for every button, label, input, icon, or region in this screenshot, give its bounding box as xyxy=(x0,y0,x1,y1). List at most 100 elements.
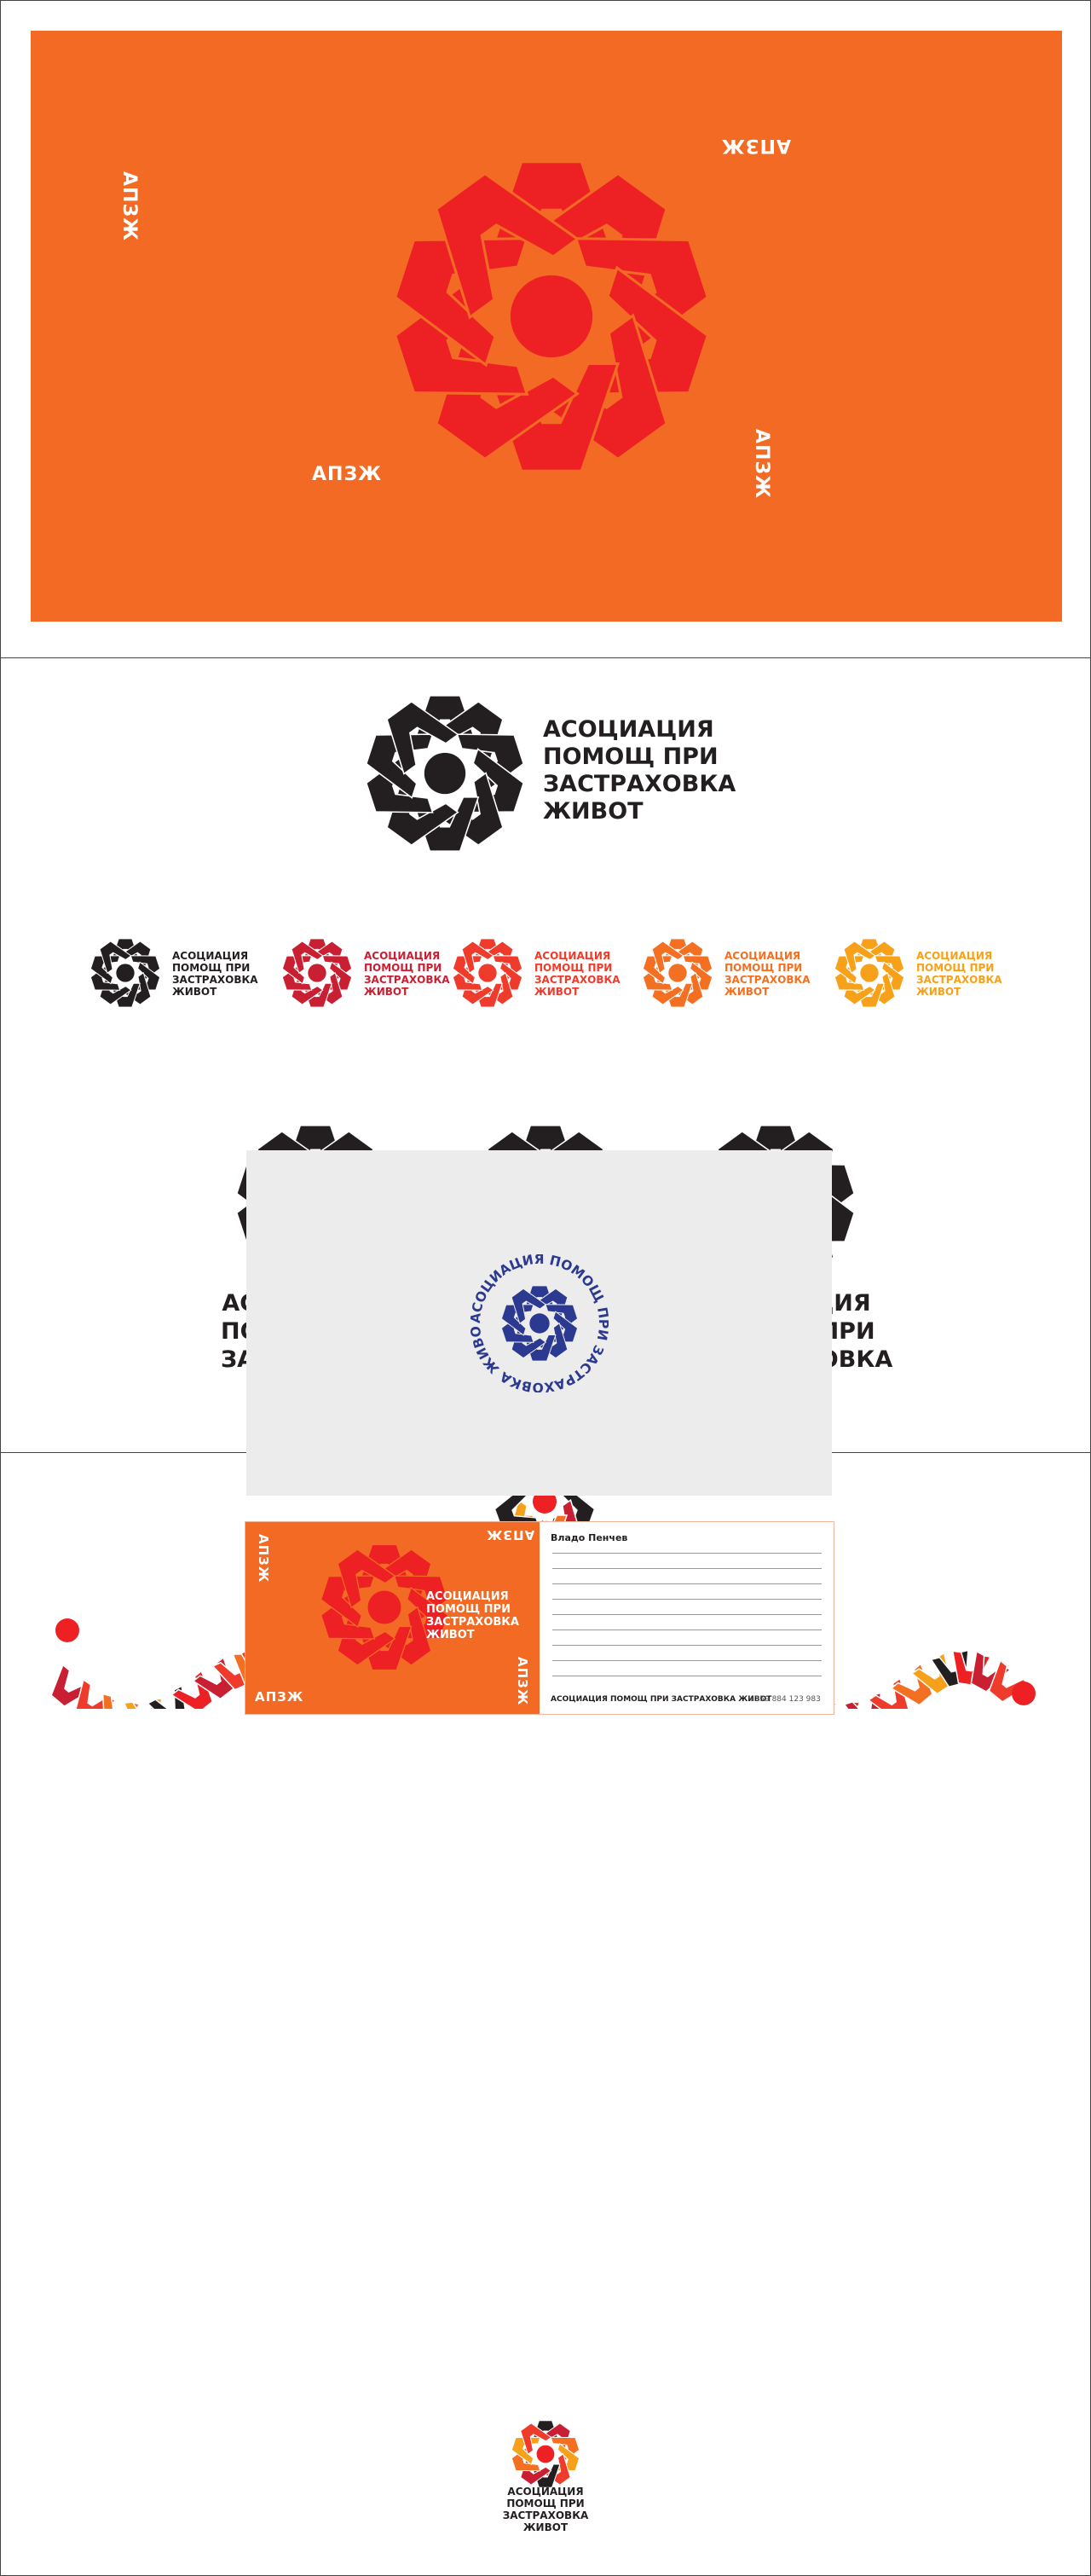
wordmark-line: ПОМОЩ ПРИ xyxy=(534,962,613,974)
wordmark-line: ЗАСТРАХОВКА xyxy=(534,974,621,986)
emblem-group xyxy=(90,938,160,1008)
wordmark-bottom: АСОЦИАЦИЯ ПОМОЩ ПРИ ЗАСТРАХОВКА ЖИВОТ xyxy=(477,2486,614,2533)
banner-label-bottom-left: АПЗЖ xyxy=(312,464,382,485)
emblem-ring xyxy=(534,2442,557,2466)
gear-a-emblem-icon xyxy=(501,1285,578,1362)
emblem-center-dot xyxy=(510,275,593,358)
emblem-group xyxy=(282,938,352,1008)
postcard-label-bottom-left: АПЗЖ xyxy=(255,1689,304,1705)
wordmark-line: ЖИВОТ xyxy=(426,1629,475,1641)
gear-a-emblem-icon xyxy=(643,938,713,1008)
emblem-letter-a xyxy=(282,955,313,985)
emblem-letter-a xyxy=(501,1304,534,1336)
footer-org: АСОЦИАЦИЯ ПОМОЩ ПРИ ЗАСТРАХОВКА ЖИВОТ xyxy=(551,1695,772,1704)
wordmark-line: АСОЦИАЦИЯ xyxy=(534,950,611,962)
emblem-letter-a xyxy=(651,941,684,975)
emblem-ring xyxy=(304,960,330,986)
emblem-letter-a xyxy=(520,2423,552,2456)
emblem-letter-a xyxy=(456,748,524,813)
postcard-label-top-right: АПЗЖ xyxy=(486,1527,535,1543)
address-line xyxy=(552,1645,822,1646)
emblem-letter-a xyxy=(511,2436,541,2466)
circular-seal-icon: АСОЦИАЦИЯ ПОМОЩ ПРИ ЗАСТРАХОВКА ЖИВОТ xyxy=(470,1254,609,1392)
wordmark-line: АСОЦИАЦИЯ xyxy=(364,950,441,962)
emblem-letter-a xyxy=(337,1548,396,1609)
wordmark-line: ЖИВОТ xyxy=(534,986,580,998)
wordmark-line: ЖИВОТ xyxy=(916,986,961,998)
emblem-group xyxy=(511,2420,580,2488)
emblem-group xyxy=(394,160,709,472)
emblem-group xyxy=(643,938,713,1008)
wordmark-line: ЗАСТРАХОВКА xyxy=(364,974,450,986)
postcard-front: АПЗЖ АПЗЖ АПЗЖ АПЗЖ АСОЦИАЦИЯ ПОМОЩ ПРИ … xyxy=(245,1522,540,1714)
emblem-letter-a xyxy=(99,941,132,975)
wordmark-line: АСОЦИАЦИЯ xyxy=(172,950,249,962)
postcard-label-top-left: АПЗЖ xyxy=(256,1534,271,1583)
emblem-letter-a xyxy=(366,748,434,813)
emblem-group xyxy=(453,938,522,1008)
postcard-wordmark: АСОЦИАЦИЯ ПОМОЩ ПРИ ЗАСТРАХОВКА ЖИВОТ xyxy=(426,1590,519,1641)
emblem-letter-a xyxy=(320,1575,376,1629)
wordmark-color-variant: АСОЦИАЦИЯ ПОМОЩ ПРИ ЗАСТРАХОВКА ЖИВОТ xyxy=(916,950,1002,998)
emblem-center-dot xyxy=(860,964,879,982)
wordmark-line: ЖИВОТ xyxy=(543,798,644,825)
wordmark-line: ПОМОЩ ПРИ xyxy=(916,962,995,974)
wordmark-line: ПОМОЩ ПРИ xyxy=(364,962,442,974)
postcard: АПЗЖ АПЗЖ АПЗЖ АПЗЖ АСОЦИАЦИЯ ПОМОЩ ПРИ … xyxy=(245,1521,834,1715)
wordmark-line: АСОЦИАЦИЯ xyxy=(507,2486,584,2498)
banner-panel: АПЗЖ АПЗЖ АПЗЖ АПЗЖ xyxy=(0,0,1091,658)
envelope: АСОЦИАЦИЯ ПОМОЩ ПРИ ЗАСТРАХОВКА ЖИВОТ xyxy=(246,1150,832,1496)
postcard-label-bottom-right: АПЗЖ xyxy=(515,1657,530,1706)
wordmark-line: ПОМОЩ ПРИ xyxy=(426,1603,511,1616)
emblem-letter-a xyxy=(394,237,529,368)
wordmark-line: ЗАСТРАХОВКА xyxy=(543,771,736,797)
emblem-group xyxy=(320,1543,448,1671)
wordmark-line: ПОМОЩ ПРИ xyxy=(506,2498,585,2509)
wordmark-color-variant: АСОЦИАЦИЯ ПОМОЩ ПРИ ЗАСТРАХОВКА ЖИВОТ xyxy=(172,950,258,998)
emblem-center-dot xyxy=(116,964,135,982)
gear-a-emblem-icon xyxy=(453,938,522,1008)
emblem-letter-a xyxy=(393,1586,448,1640)
emblem-letter-a xyxy=(366,733,434,799)
pattern-letter-a xyxy=(52,1664,94,1707)
orange-banner: АПЗЖ АПЗЖ АПЗЖ АПЗЖ xyxy=(31,31,1062,622)
emblem-letter-a xyxy=(461,941,494,975)
banner-label-bottom-right: АПЗЖ xyxy=(751,429,772,499)
banner-label-top-left: АПЗЖ xyxy=(118,171,140,241)
footer-phone: +359 884 123 983 xyxy=(748,1695,821,1704)
emblem-letter-a xyxy=(320,1586,376,1640)
address-line xyxy=(552,1553,822,1554)
red-dot-icon xyxy=(1012,1682,1036,1705)
wordmark-color-variant: АСОЦИАЦИЯ ПОМОЩ ПРИ ЗАСТРАХОВКА ЖИВОТ xyxy=(534,950,621,998)
emblem-letter-a xyxy=(394,265,529,396)
emblem-letter-a xyxy=(456,733,524,799)
address-line xyxy=(552,1568,822,1569)
emblem-letter-a xyxy=(430,772,504,847)
wordmark-line: ПОМОЩ ПРИ xyxy=(172,962,251,974)
address-line xyxy=(552,1660,822,1661)
emblem-ring xyxy=(418,746,472,801)
emblem-ring xyxy=(665,960,690,986)
gear-a-emblem-icon xyxy=(282,938,352,1008)
wordmark-line: АСОЦИАЦИЯ xyxy=(916,950,993,962)
wordmark-line: ПОМОЩ ПРИ xyxy=(543,744,719,770)
emblem-center-dot xyxy=(529,1313,550,1334)
wordmark-line: ЖИВОТ xyxy=(522,2521,569,2533)
multicolor-emblem-icon xyxy=(511,2420,580,2488)
wordmark-line: ЗАСТРАХОВКА xyxy=(172,974,258,986)
wordmark-line: ЗАСТРАХОВКА xyxy=(916,974,1002,986)
emblem-letter-a xyxy=(90,955,121,985)
emblem-group xyxy=(834,938,904,1008)
emblem-letter-a xyxy=(843,941,876,975)
emblem-center-dot xyxy=(536,2445,555,2463)
emblem-center-dot xyxy=(668,964,687,982)
wordmark-line: ЗАСТРАХОВКА xyxy=(724,974,811,986)
wordmark-main: АСОЦИАЦИЯ ПОМОЩ ПРИ ЗАСТРАХОВКА ЖИВОТ xyxy=(543,716,736,825)
emblem-ring xyxy=(475,960,500,986)
emblem-letter-a xyxy=(834,955,865,985)
wordmark-color-variant: АСОЦИАЦИЯ ПОМОЩ ПРИ ЗАСТРАХОВКА ЖИВОТ xyxy=(364,950,450,998)
wordmark-line: АСОЦИАЦИЯ xyxy=(724,950,801,962)
emblem-letter-a xyxy=(574,265,709,396)
emblem-center-dot xyxy=(308,964,326,982)
wordmark-line: ЖИВОТ xyxy=(172,986,217,998)
